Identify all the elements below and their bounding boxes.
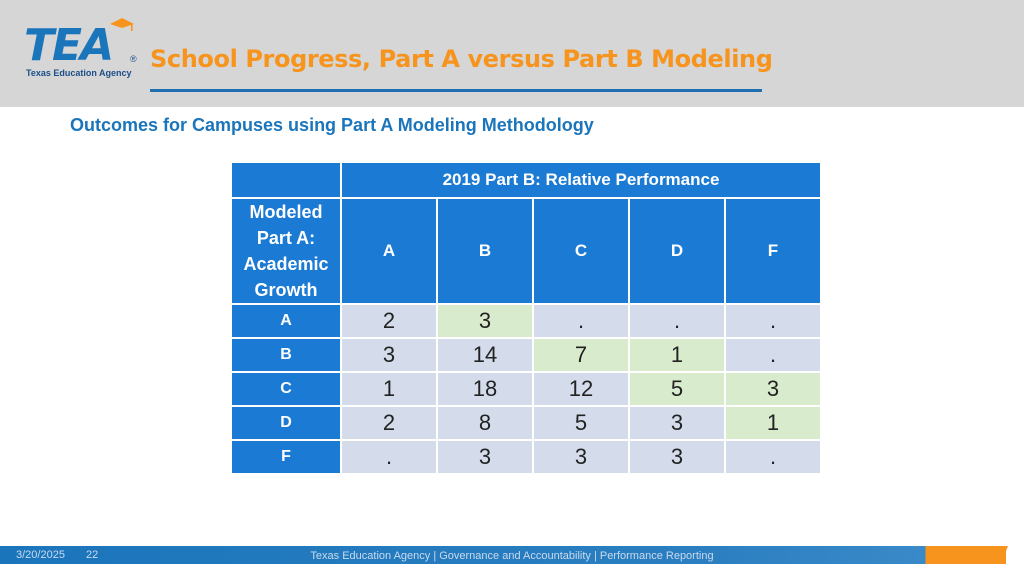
column-header: C <box>532 197 630 305</box>
table-cell: 2 <box>340 303 438 339</box>
table-cell-highlighted: 1 <box>724 405 822 441</box>
table-cell: . <box>340 439 438 475</box>
row-header: F <box>230 439 342 475</box>
page-title: School Progress, Part A versus Part B Mo… <box>150 45 773 73</box>
column-header: B <box>436 197 534 305</box>
table-cell-highlighted: 1 <box>628 337 726 373</box>
column-header: F <box>724 197 822 305</box>
graduation-cap-icon <box>110 18 134 31</box>
row-header: A <box>230 303 342 339</box>
table-cell-highlighted: 7 <box>532 337 630 373</box>
table-cell: 5 <box>532 405 630 441</box>
table-cell: 3 <box>628 405 726 441</box>
table-cell: . <box>724 439 822 475</box>
table-cell: 3 <box>628 439 726 475</box>
table-cell-highlighted: 3 <box>724 371 822 407</box>
table-cell: . <box>628 303 726 339</box>
logo-wordmark: TEA <box>24 20 114 71</box>
table-cell: 12 <box>532 371 630 407</box>
table-row: B 3 14 7 1 . <box>230 337 822 373</box>
table-cell: . <box>532 303 630 339</box>
table-header-row: 2019 Part B: Relative Performance <box>230 161 822 199</box>
column-group-header: 2019 Part B: Relative Performance <box>340 161 822 199</box>
corner-cell <box>230 161 342 199</box>
title-divider <box>150 89 762 92</box>
column-header-row: Modeled Part A: Academic Growth A B C D … <box>230 197 822 305</box>
column-header: D <box>628 197 726 305</box>
tea-logo: TEA ® Texas Education Agency <box>24 18 142 82</box>
column-header: A <box>340 197 438 305</box>
footer-accent <box>984 546 1008 564</box>
row-group-header: Modeled Part A: Academic Growth <box>230 197 342 305</box>
section-subtitle: Outcomes for Campuses using Part A Model… <box>70 115 594 135</box>
row-header: B <box>230 337 342 373</box>
table-cell: 3 <box>532 439 630 475</box>
table-row: C 1 18 12 5 3 <box>230 371 822 407</box>
table-cell-highlighted: 5 <box>628 371 726 407</box>
table-row: A 2 3 . . . <box>230 303 822 339</box>
footer-band <box>0 546 1006 564</box>
table-cell: 8 <box>436 405 534 441</box>
outcomes-table: 2019 Part B: Relative Performance Modele… <box>230 161 822 475</box>
table-cell: 1 <box>340 371 438 407</box>
footer-date: 3/20/2025 <box>16 549 65 561</box>
footer-text: Texas Education Agency | Governance and … <box>310 550 714 562</box>
slide-number: 22 <box>86 549 99 561</box>
row-header: C <box>230 371 342 407</box>
table-cell: . <box>724 337 822 373</box>
table-cell: 3 <box>436 439 534 475</box>
table-row: D 2 8 5 3 1 <box>230 405 822 441</box>
registered-mark: ® <box>130 54 137 64</box>
table-cell: 2 <box>340 405 438 441</box>
row-header: D <box>230 405 342 441</box>
table-cell-highlighted: 3 <box>436 303 534 339</box>
table-row: F . 3 3 3 . <box>230 439 822 475</box>
table-cell: 3 <box>340 337 438 373</box>
table-cell: 14 <box>436 337 534 373</box>
table-cell: . <box>724 303 822 339</box>
table-cell: 18 <box>436 371 534 407</box>
logo-subtext: Texas Education Agency <box>26 68 132 78</box>
